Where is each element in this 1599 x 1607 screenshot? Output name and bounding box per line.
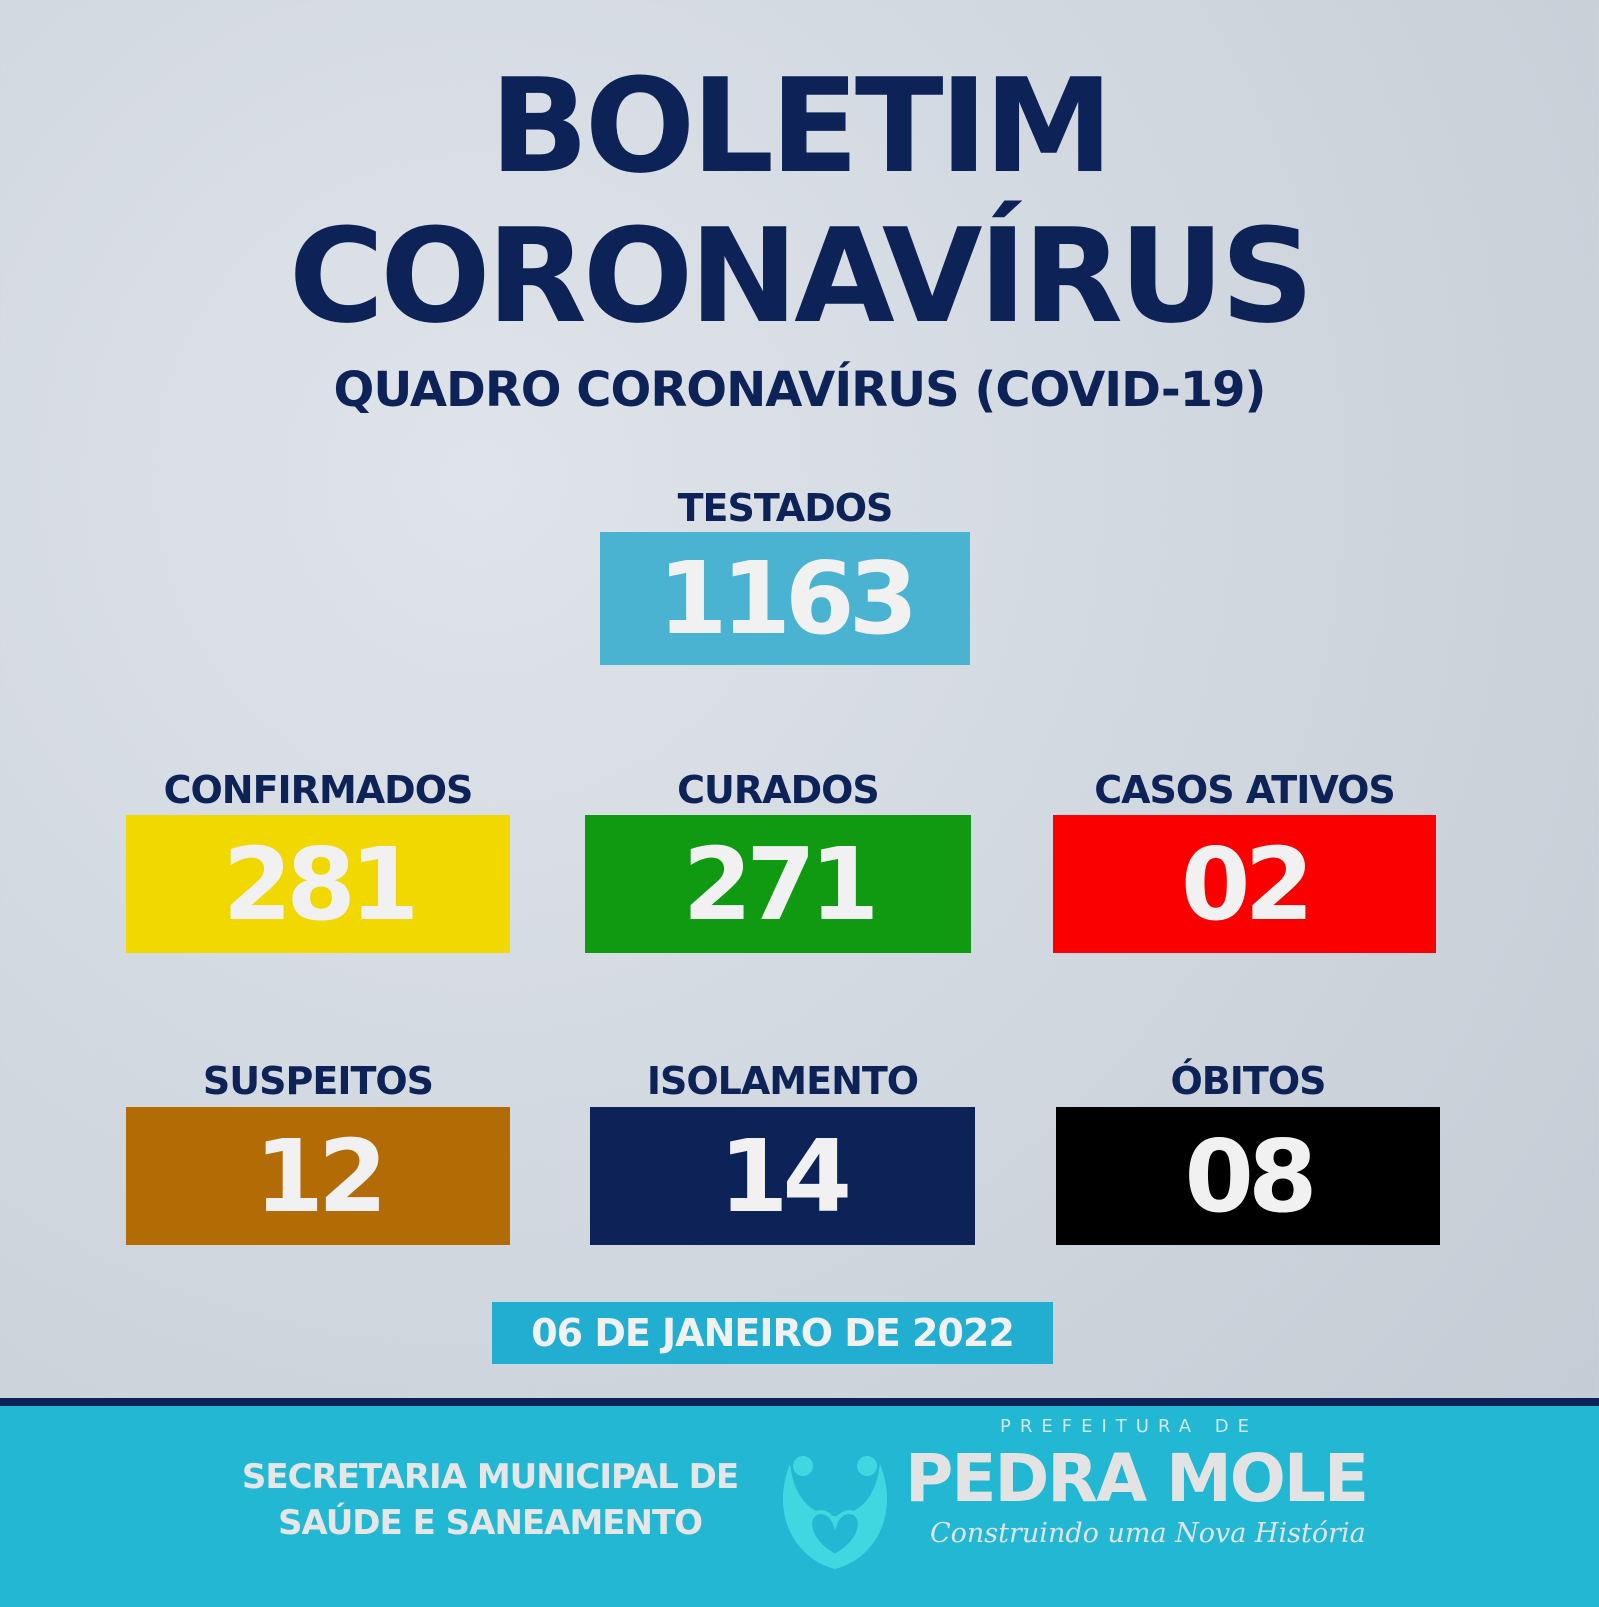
testados-label: TESTADOS xyxy=(677,486,894,530)
casos-ativos-value: 02 xyxy=(1053,815,1436,953)
isolamento-label: ISOLAMENTO xyxy=(646,1059,919,1103)
logo-name: PEDRA MOLE xyxy=(905,1440,1369,1517)
title-line-2: CORONAVÍRUS xyxy=(288,200,1314,352)
suspeitos-value: 12 xyxy=(126,1107,510,1245)
heart-people-icon xyxy=(782,1456,888,1569)
logo-slogan: Construindo uma Nova História xyxy=(930,1518,1366,1549)
curados-label: CURADOS xyxy=(677,768,880,812)
logo-top: PREFEITURA DE xyxy=(1000,1416,1258,1437)
curados-value: 271 xyxy=(585,815,971,953)
confirmados-label: CONFIRMADOS xyxy=(163,768,474,812)
casos-ativos-label: CASOS ATIVOS xyxy=(1094,768,1396,812)
obitos-label: ÓBITOS xyxy=(1170,1059,1327,1103)
date-banner: 06 DE JANEIRO DE 2022 xyxy=(492,1302,1053,1364)
subtitle: QUADRO CORONAVÍRUS (COVID-19) xyxy=(333,362,1267,418)
testados-value: 1163 xyxy=(600,532,970,665)
secretaria-text: SECRETARIA MUNICIPAL DE SAÚDE E SANEAMEN… xyxy=(240,1454,740,1546)
confirmados-value: 281 xyxy=(126,815,510,953)
title-line-1: BOLETIM xyxy=(489,50,1114,202)
secretaria-line-2: SAÚDE E SANEAMENTO xyxy=(277,1503,703,1543)
footer: SECRETARIA MUNICIPAL DE SAÚDE E SANEAMEN… xyxy=(0,1398,1599,1607)
suspeitos-label: SUSPEITOS xyxy=(202,1059,434,1103)
obitos-value: 08 xyxy=(1056,1107,1440,1245)
isolamento-value: 14 xyxy=(590,1107,975,1245)
secretaria-line-1: SECRETARIA MUNICIPAL DE xyxy=(241,1457,739,1497)
